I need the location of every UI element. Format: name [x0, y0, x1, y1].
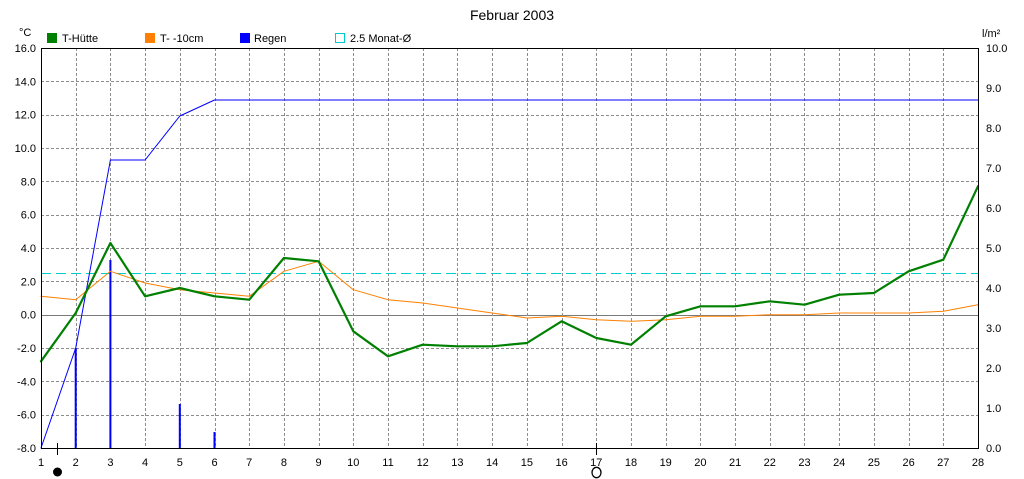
grid — [41, 48, 978, 448]
rain-bar-day-5 — [178, 404, 181, 448]
x-tick-label: 4 — [142, 457, 148, 469]
new-moon-symbol — [53, 467, 62, 477]
left-y-tick-label: 4.0 — [21, 243, 36, 255]
right-y-tick-label: 4.0 — [986, 283, 1001, 295]
rain-bar-day-3 — [109, 260, 112, 448]
legend-item-monat-mittel: 2.5 Monat-Ø — [335, 33, 412, 45]
x-tick-label: 9 — [316, 457, 322, 469]
series-line-t-huette — [39, 185, 980, 363]
left-y-tick-label: 8.0 — [21, 176, 36, 188]
legend-swatch-t-huette — [47, 33, 57, 43]
plot-frame — [41, 48, 979, 449]
left-y-tick-label: 6.0 — [21, 210, 36, 222]
x-tick-label: 8 — [281, 457, 287, 469]
x-tick-label: 23 — [798, 457, 810, 469]
moon-phase-markers — [53, 443, 602, 479]
right-y-tick-label: 1.0 — [986, 403, 1001, 415]
legend-swatch-regen — [240, 33, 250, 43]
x-tick-label: 24 — [833, 457, 845, 469]
right-y-tick-label: 3.0 — [986, 323, 1001, 335]
right-y-tick-label: 5.0 — [986, 243, 1001, 255]
x-tick-label: 18 — [625, 457, 637, 469]
x-tick-label: 2 — [73, 457, 79, 469]
rain-bar-day-6 — [213, 432, 216, 448]
right-y-tick-label: 0.0 — [986, 443, 1001, 455]
x-tick-label: 6 — [211, 457, 217, 469]
x-tick-label: 26 — [902, 457, 914, 469]
x-tick-label: 17 — [590, 457, 602, 469]
left-y-tick-label: 10.0 — [15, 143, 36, 155]
right-y-tick-label: 6.0 — [986, 203, 1001, 215]
series-layer — [39, 99, 980, 449]
x-tick-label: 25 — [868, 457, 880, 469]
left-y-tick-label: 16.0 — [15, 43, 36, 55]
full-moon-icon — [591, 443, 602, 479]
cumulative-line-regen — [40, 99, 979, 449]
x-tick-label: 3 — [107, 457, 113, 469]
right-axis-tick-labels: 10.0 9.0 8.0 7.0 6.0 5.0 4.0 3.0 2.0 1.0 0.0 — [986, 43, 1007, 455]
x-tick-label: 21 — [729, 457, 741, 469]
x-axis-tick-labels: 1 2 3 4 5 6 7 8 9 10 11 12 13 14 15 16 17 18 19 20 21 22 23 24 2… — [38, 457, 984, 469]
left-axis-unit-label: °C — [19, 27, 31, 39]
x-tick-label: 19 — [660, 457, 672, 469]
left-y-tick-label: 0.0 — [21, 310, 36, 322]
x-tick-label: 20 — [694, 457, 706, 469]
x-tick-label: 1 — [38, 457, 44, 469]
left-y-tick-label: 14.0 — [15, 76, 36, 88]
x-tick-label: 15 — [521, 457, 533, 469]
right-y-tick-label: 2.0 — [986, 363, 1001, 375]
legend-swatch-t-10cm — [145, 33, 155, 43]
x-tick-label: 5 — [177, 457, 183, 469]
legend-item-regen: Regen — [240, 33, 286, 45]
x-tick-label: 16 — [555, 457, 567, 469]
legend-label-regen: Regen — [254, 33, 286, 45]
chart-title: Februar 2003 — [470, 7, 554, 23]
x-tick-label: 28 — [972, 457, 984, 469]
left-y-tick-label: 12.0 — [15, 110, 36, 122]
x-tick-label: 27 — [937, 457, 949, 469]
legend-label-monat-mittel: 2.5 Monat-Ø — [350, 33, 412, 45]
left-y-tick-label: -8.0 — [17, 443, 36, 455]
left-axis-tick-labels: 16.0 14.0 12.0 10.0 8.0 6.0 4.0 2.0 0.0 -2.0 -4.0 -… — [15, 43, 36, 455]
full-moon-symbol — [591, 466, 602, 479]
legend-item-t-huette: T-Hütte — [47, 33, 98, 45]
legend-swatch-monat-mittel — [335, 33, 345, 43]
right-axis-unit-label: l/m² — [982, 28, 1001, 40]
left-y-tick-label: -4.0 — [17, 376, 36, 388]
x-tick-label: 13 — [451, 457, 463, 469]
left-y-tick-label: 2.0 — [21, 276, 36, 288]
legend: T-Hütte T- -10cm Regen 2.5 Monat-Ø — [47, 33, 412, 45]
x-tick-label: 22 — [764, 457, 776, 469]
right-y-tick-label: 7.0 — [986, 163, 1001, 175]
legend-label-t-huette: T-Hütte — [62, 33, 98, 45]
rain-bar-day-2 — [74, 348, 77, 448]
x-tick-label: 7 — [246, 457, 252, 469]
x-tick-label: 11 — [382, 457, 393, 469]
x-tick-label: 12 — [417, 457, 429, 469]
legend-item-t-10cm: T- -10cm — [145, 33, 203, 45]
new-moon-icon — [53, 443, 62, 477]
right-y-tick-label: 8.0 — [986, 123, 1001, 135]
right-y-tick-label: 9.0 — [986, 83, 1001, 95]
left-y-tick-label: -6.0 — [17, 410, 36, 422]
right-y-tick-label: 10.0 — [986, 43, 1007, 55]
legend-label-t-10cm: T- -10cm — [160, 33, 203, 45]
x-tick-label: 14 — [486, 457, 498, 469]
left-y-tick-label: -2.0 — [17, 343, 36, 355]
x-tick-label: 10 — [347, 457, 359, 469]
